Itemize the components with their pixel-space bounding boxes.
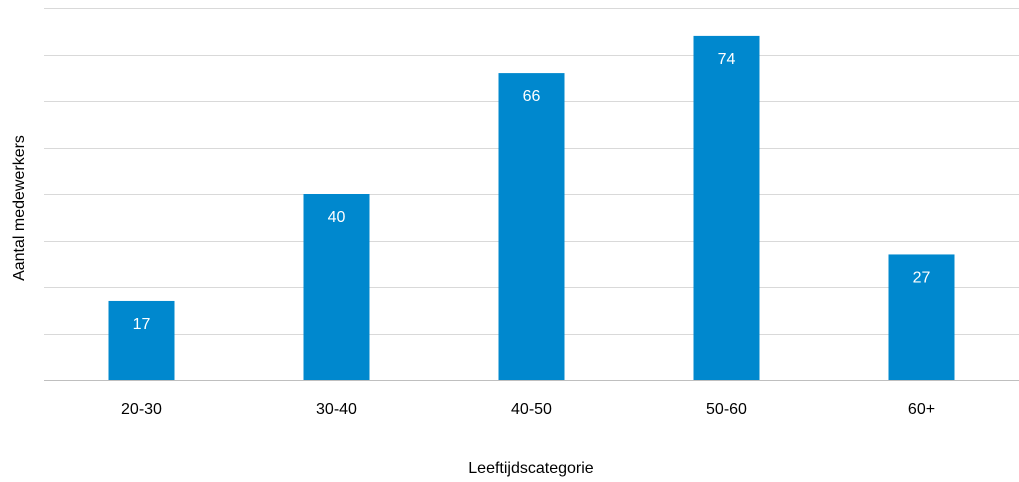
bar-value-label: 74 bbox=[718, 51, 736, 68]
bar-60+ bbox=[888, 254, 955, 380]
x-axis-title: Leeftijdscategorie bbox=[468, 460, 594, 477]
bar-20-30 bbox=[108, 300, 175, 380]
x-tick-label: 60+ bbox=[908, 401, 935, 418]
bar-40-50 bbox=[498, 73, 565, 380]
x-tick-label: 40-50 bbox=[511, 401, 552, 418]
bar-value-label: 40 bbox=[328, 209, 346, 226]
bar-30-40 bbox=[303, 194, 370, 380]
y-axis-title: Aantal medewerkers bbox=[11, 135, 28, 281]
bar-value-labels: 17 40 66 74 27 bbox=[133, 51, 931, 333]
bar-value-label: 17 bbox=[133, 316, 151, 333]
bar-value-label: 27 bbox=[913, 269, 931, 286]
bars bbox=[108, 35, 955, 381]
x-tick-label: 20-30 bbox=[121, 401, 162, 418]
x-axis-tick-labels: 20-30 30-40 40-50 50-60 60+ bbox=[121, 401, 935, 418]
bar-value-label: 66 bbox=[523, 88, 541, 105]
x-tick-label: 30-40 bbox=[316, 401, 357, 418]
bar-50-60 bbox=[693, 35, 760, 381]
x-tick-label: 50-60 bbox=[706, 401, 747, 418]
